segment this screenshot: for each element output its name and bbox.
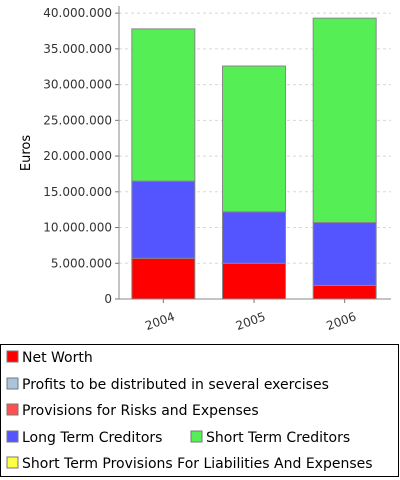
bar-segment (312, 17, 377, 224)
legend-swatch (6, 403, 19, 416)
legend-label: Provisions for Risks and Expenses (22, 403, 259, 419)
y-tick-label: 10.000.000 (43, 221, 112, 235)
legend-swatch (6, 350, 19, 363)
bar-segment (312, 284, 377, 300)
y-tick-label: 40.000.000 (43, 6, 112, 20)
legend: Net Worth Profits to be distributed in se… (0, 344, 399, 477)
x-tick-label: 2004 (143, 309, 176, 333)
x-tick-labels: 2004 2005 2006 (143, 309, 358, 333)
legend-swatch (6, 430, 19, 443)
legend-label: Short Term Provisions For Liabilities An… (22, 456, 373, 472)
legend-label: Profits to be distributed in several exe… (22, 377, 329, 393)
x-tick-label: 2006 (325, 309, 358, 333)
y-tick-label: 30.000.000 (43, 78, 112, 92)
bar-segment (312, 222, 377, 286)
y-tick-label: 35.000.000 (43, 42, 112, 56)
bar-segment (222, 211, 286, 264)
bar-segment (131, 257, 196, 300)
bar-segment (131, 28, 196, 182)
legend-swatch (6, 377, 19, 390)
legend-box (0, 344, 399, 477)
legend-label: Long Term Creditors (22, 430, 162, 446)
y-tick-label: 15.000.000 (43, 185, 112, 199)
bars (131, 17, 377, 300)
axes (115, 6, 391, 303)
y-tick-label: 25.000.000 (43, 113, 112, 127)
y-tick-label: 20.000.000 (43, 149, 112, 163)
legend-label: Net Worth (22, 350, 93, 366)
legend-label: Short Term Creditors (206, 430, 350, 446)
y-tick-label: 5.000.000 (51, 256, 112, 270)
y-tick-labels: 0 5.000.000 10.000.000 15.000.000 20.000.000… (43, 6, 112, 306)
bar-segment (131, 180, 196, 259)
legend-swatch (190, 430, 203, 443)
x-tick-label: 2005 (234, 309, 267, 333)
y-axis-title: Euros (19, 135, 34, 171)
legend-swatch (6, 456, 19, 469)
y-tick-label: 0 (104, 292, 112, 306)
bar-segment (222, 65, 286, 213)
bar-segment (222, 262, 286, 300)
